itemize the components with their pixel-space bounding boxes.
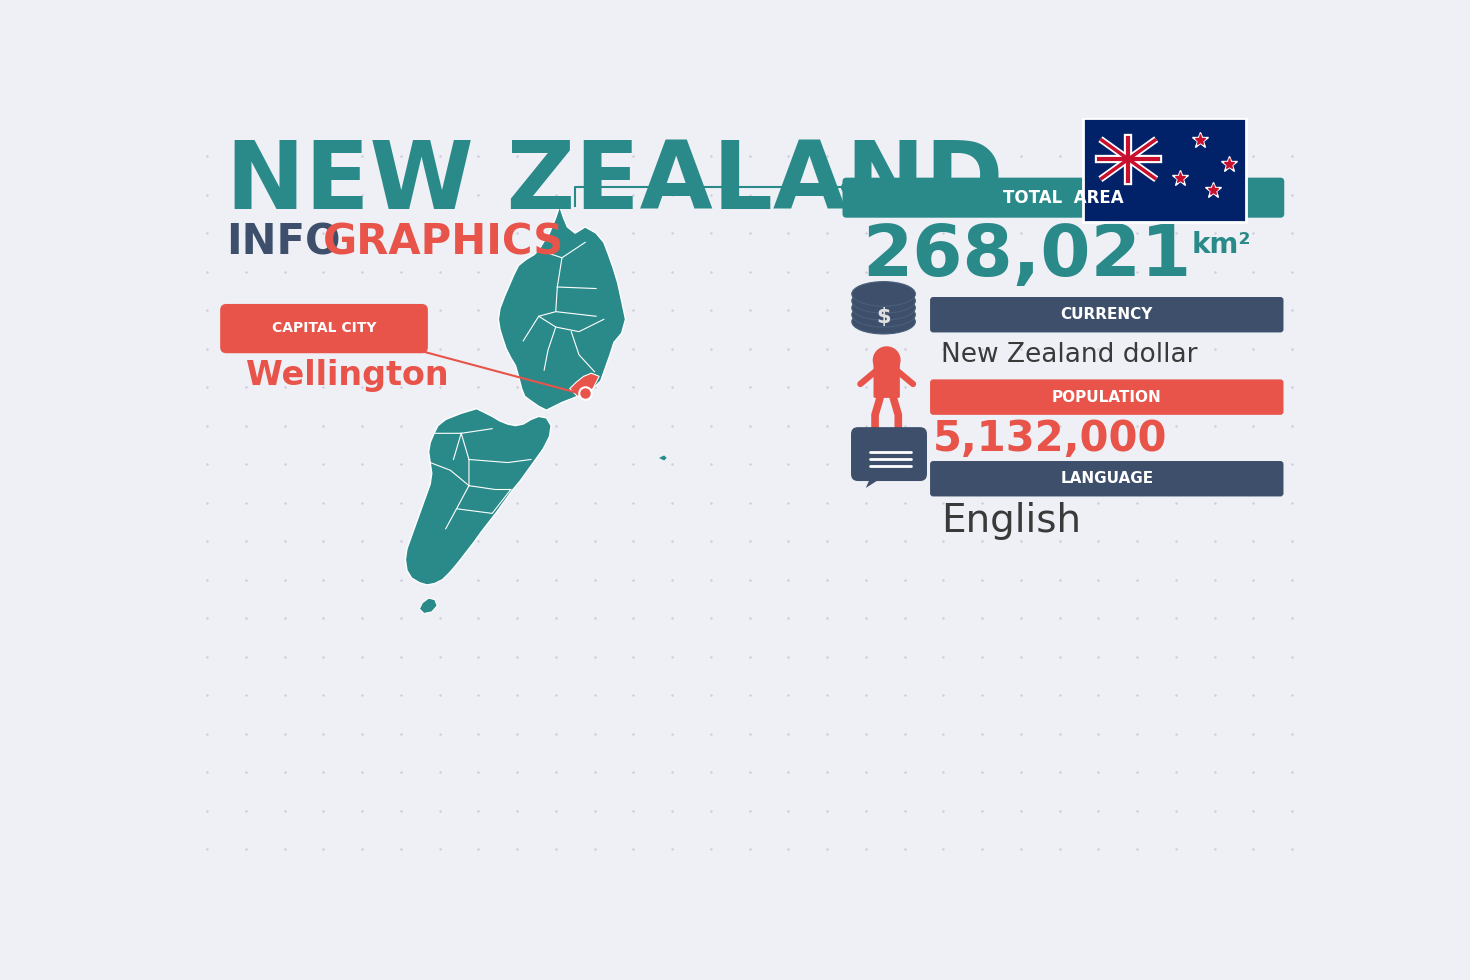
Text: NEW ZEALAND: NEW ZEALAND — [226, 137, 1004, 229]
Text: CURRENCY: CURRENCY — [1060, 307, 1152, 322]
Text: LANGUAGE: LANGUAGE — [1060, 471, 1154, 486]
Polygon shape — [570, 373, 600, 396]
Text: 268,021: 268,021 — [861, 221, 1191, 291]
Circle shape — [873, 346, 901, 374]
FancyBboxPatch shape — [1083, 118, 1245, 221]
Text: CAPITAL CITY: CAPITAL CITY — [272, 321, 376, 335]
FancyBboxPatch shape — [220, 304, 428, 353]
Ellipse shape — [851, 303, 916, 327]
Text: INFO: INFO — [226, 221, 341, 264]
Text: English: English — [941, 502, 1080, 540]
FancyBboxPatch shape — [873, 361, 900, 398]
Text: GRAPHICS: GRAPHICS — [323, 221, 564, 264]
Text: km²: km² — [1191, 230, 1251, 259]
Ellipse shape — [851, 288, 916, 314]
FancyBboxPatch shape — [931, 461, 1283, 497]
Ellipse shape — [851, 296, 916, 320]
Text: TOTAL  AREA: TOTAL AREA — [1003, 189, 1123, 207]
Polygon shape — [866, 474, 888, 488]
Text: New Zealand dollar: New Zealand dollar — [941, 342, 1198, 368]
Ellipse shape — [851, 310, 916, 334]
Polygon shape — [419, 598, 437, 613]
Polygon shape — [498, 206, 626, 411]
FancyBboxPatch shape — [931, 379, 1283, 415]
Text: $: $ — [876, 307, 891, 327]
Polygon shape — [406, 409, 551, 585]
Text: Wellington: Wellington — [245, 359, 448, 392]
Text: 5,132,000: 5,132,000 — [933, 418, 1167, 461]
FancyBboxPatch shape — [842, 177, 1285, 218]
Text: POPULATION: POPULATION — [1053, 390, 1161, 405]
FancyBboxPatch shape — [931, 297, 1283, 332]
Ellipse shape — [851, 281, 916, 307]
Polygon shape — [659, 455, 667, 461]
FancyBboxPatch shape — [851, 427, 928, 481]
